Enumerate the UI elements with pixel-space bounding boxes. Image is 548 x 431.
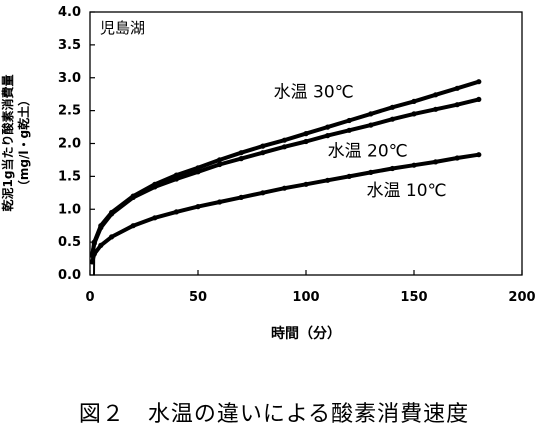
x-tick-label: 200 [508, 290, 535, 305]
series-label-3: 水温 10℃ [366, 181, 446, 201]
series-line-2 [90, 97, 481, 258]
data-point [130, 194, 136, 200]
data-point [260, 143, 266, 149]
y-tick-label: 2.0 [58, 137, 81, 152]
data-point [281, 137, 287, 143]
x-tick-label: 50 [189, 290, 207, 305]
x-tick-label: 150 [400, 290, 427, 305]
data-point [325, 133, 331, 139]
y-tick-label: 0.0 [58, 268, 81, 283]
data-point [152, 184, 158, 190]
data-point [368, 169, 374, 175]
data-point [476, 96, 482, 102]
data-point [195, 169, 201, 175]
data-point [281, 144, 287, 150]
data-point [98, 242, 104, 248]
data-point [260, 150, 266, 156]
data-point [454, 85, 460, 91]
data-point [346, 173, 352, 179]
data-point [368, 111, 374, 117]
data-point [454, 102, 460, 108]
series-line-3 [90, 152, 481, 264]
data-point [109, 211, 115, 217]
data-point [152, 215, 158, 221]
data-point [325, 177, 331, 183]
data-point [346, 127, 352, 133]
x-tick-label: 100 [292, 290, 319, 305]
plot-layer: 0 50 100 150 200 0.0 0.5 1.0 1.5 2.0 2.5 3.0 3.5 4.0 水… [58, 5, 536, 305]
data-point [389, 116, 395, 122]
data-point [433, 159, 439, 165]
data-point [281, 185, 287, 191]
data-point [238, 156, 244, 162]
data-point [389, 104, 395, 110]
data-point [195, 165, 201, 171]
panel-label: 児島湖 [100, 19, 145, 37]
x-axis-label: 時間（分） [271, 325, 341, 342]
data-point [303, 138, 309, 145]
data-point [433, 106, 439, 112]
data-point [476, 152, 482, 158]
y-tick-label: 1.0 [58, 202, 81, 217]
data-point [260, 190, 266, 196]
y-axis-unit: （mg/l・g乾土） [16, 94, 31, 192]
data-point [238, 194, 244, 200]
y-axis-label: 乾泥1g当たり酸素消費量 [0, 75, 15, 212]
data-point [173, 209, 179, 215]
data-point [476, 79, 482, 85]
data-point [217, 199, 223, 205]
data-point [411, 98, 417, 104]
data-point [238, 150, 244, 156]
data-point [389, 165, 395, 172]
y-tick-label: 3.5 [58, 38, 81, 53]
data-point [411, 111, 417, 117]
x-tick-label: 0 [85, 290, 94, 305]
data-point [173, 172, 179, 178]
y-tick-label: 0.5 [58, 235, 81, 250]
data-point [303, 131, 309, 137]
data-point [195, 204, 201, 210]
data-point [173, 176, 179, 182]
series-label-2: 水温 20℃ [328, 142, 408, 162]
data-point [368, 122, 374, 128]
data-point [454, 155, 460, 161]
data-point [98, 225, 104, 231]
data-point [303, 181, 309, 187]
data-point [109, 234, 115, 240]
data-point [217, 161, 223, 168]
data-point [411, 162, 417, 168]
data-point [433, 92, 439, 98]
data-point [130, 223, 136, 229]
figure-caption: 図２ 水温の違いによる酸素消費速度 [78, 402, 470, 427]
data-point [217, 157, 223, 163]
y-axis-title: 乾泥1g当たり酸素消費量 （mg/l・g乾土） [0, 75, 31, 212]
series-label-1: 水温 30℃ [274, 82, 354, 102]
series-line-1 [90, 79, 481, 258]
y-tick-label: 1.5 [58, 169, 81, 184]
plot-frame [89, 11, 523, 276]
y-tick-label: 4.0 [58, 5, 81, 20]
y-tick-label: 2.5 [58, 104, 81, 119]
data-point [346, 117, 352, 124]
y-tick-label: 3.0 [58, 71, 81, 86]
data-point [325, 124, 331, 130]
